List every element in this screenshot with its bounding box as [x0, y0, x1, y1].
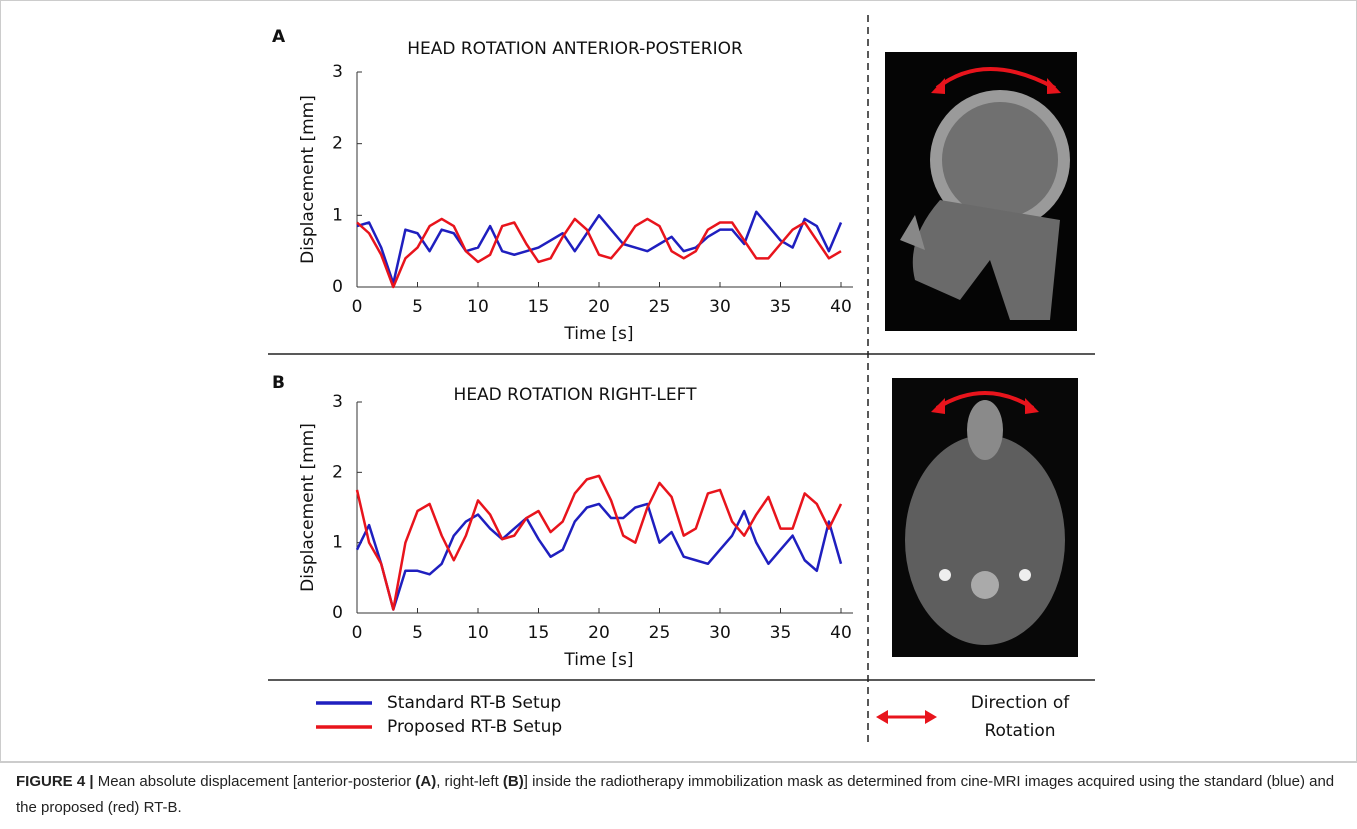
data-line — [357, 504, 841, 610]
x-tick-label: 25 — [649, 623, 671, 643]
x-axis-label: Time [s] — [563, 650, 633, 670]
x-tick-label: 35 — [770, 297, 792, 317]
mri-axial — [892, 378, 1078, 657]
y-tick-label: 0 — [332, 277, 343, 297]
y-tick-label: 1 — [332, 205, 343, 225]
x-tick-label: 40 — [830, 623, 852, 643]
panel-label: A — [272, 27, 286, 47]
y-tick-label: 3 — [332, 392, 343, 412]
x-tick-label: 0 — [352, 623, 363, 643]
legend-label: Standard RT-B Setup — [387, 693, 561, 713]
rotation-arrow — [876, 710, 937, 724]
y-axis-label: Displacement [mm] — [298, 423, 318, 592]
x-tick-label: 5 — [412, 297, 423, 317]
caption-label: FIGURE 4 | — [16, 773, 94, 790]
y-axis-label: Displacement [mm] — [298, 95, 318, 264]
y-tick-label: 0 — [332, 603, 343, 623]
x-tick-label: 35 — [770, 623, 792, 643]
caption-text: (A) — [415, 773, 436, 790]
data-line — [357, 219, 841, 287]
x-tick-label: 20 — [588, 297, 610, 317]
y-tick-label: 3 — [332, 62, 343, 82]
rotation-legend: Rotation — [984, 721, 1055, 741]
x-tick-label: 0 — [352, 297, 363, 317]
y-tick-label: 2 — [332, 134, 343, 154]
x-tick-label: 30 — [709, 623, 731, 643]
figure: Direction of Rotation A HEAD ROTATION ANT… — [0, 0, 1357, 762]
x-tick-label: 5 — [412, 623, 423, 643]
caption: FIGURE 4 | Mean absolute displacement [a… — [0, 762, 1357, 827]
mri-sagittal — [885, 52, 1077, 331]
caption-text: Mean absolute displacement [anterior-pos… — [94, 773, 416, 790]
y-tick-label: 2 — [332, 462, 343, 482]
panel-label: B — [272, 373, 285, 393]
x-tick-label: 30 — [709, 297, 731, 317]
x-tick-label: 15 — [528, 297, 550, 317]
x-tick-label: 25 — [649, 297, 671, 317]
x-tick-label: 20 — [588, 623, 610, 643]
data-line — [357, 476, 841, 610]
x-axis-label: Time [s] — [563, 324, 633, 344]
y-tick-label: 1 — [332, 533, 343, 553]
figure-border — [1, 1, 1357, 762]
caption-text: (B) — [503, 773, 524, 790]
x-tick-label: 15 — [528, 623, 550, 643]
chart-title: HEAD ROTATION RIGHT-LEFT — [454, 385, 698, 405]
caption-text: , right-left — [436, 773, 503, 790]
rotation-legend: Direction of — [971, 693, 1071, 713]
page: Direction of Rotation A HEAD ROTATION ANT… — [0, 0, 1357, 829]
data-line — [357, 212, 841, 284]
legend-label: Proposed RT-B Setup — [387, 717, 562, 737]
x-tick-label: 10 — [467, 297, 489, 317]
x-tick-label: 10 — [467, 623, 489, 643]
x-tick-label: 40 — [830, 297, 852, 317]
chart-title: HEAD ROTATION ANTERIOR-POSTERIOR — [407, 39, 743, 59]
